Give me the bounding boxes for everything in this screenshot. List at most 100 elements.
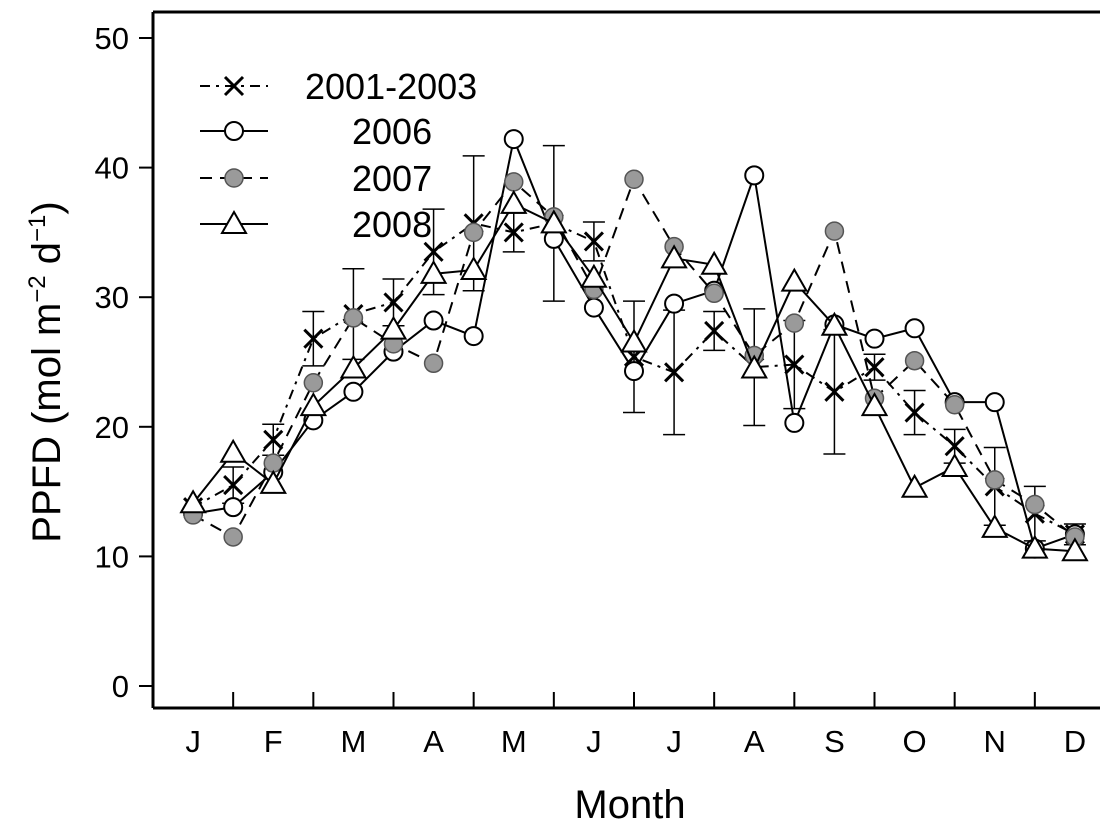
data-point xyxy=(985,470,1005,490)
data-point xyxy=(423,241,444,262)
x-marker-stroke xyxy=(864,357,885,378)
data-point xyxy=(423,310,444,331)
x-marker-stroke xyxy=(583,231,604,252)
data-point xyxy=(343,308,364,328)
data-point xyxy=(944,436,965,457)
data-point xyxy=(1021,534,1049,559)
data-point xyxy=(784,313,805,333)
data-point xyxy=(944,395,965,415)
data-point xyxy=(1061,537,1089,562)
data-point xyxy=(780,267,809,292)
legend-label: 2008 xyxy=(352,204,432,245)
data-point xyxy=(864,357,885,378)
x-tick-label: A xyxy=(423,724,444,759)
data-point xyxy=(904,350,925,371)
legend-label: 2006 xyxy=(352,111,432,152)
data-point xyxy=(463,326,484,347)
data-point xyxy=(504,172,524,192)
legend-entry: 2001-2003 xyxy=(200,66,477,107)
y-axis-title-end: ) xyxy=(25,201,69,214)
x-marker-stroke xyxy=(423,241,444,262)
data-point xyxy=(700,250,728,275)
data-point xyxy=(500,189,528,214)
data-point xyxy=(624,361,644,382)
data-point xyxy=(900,473,929,498)
y-tick-label: 10 xyxy=(95,539,129,574)
y-tick-label: 40 xyxy=(95,151,129,186)
data-point xyxy=(583,231,604,252)
data-point xyxy=(303,328,324,349)
data-point xyxy=(423,353,444,374)
y-axis-title-sup2: −1 xyxy=(24,215,51,242)
data-point xyxy=(704,283,724,304)
data-point xyxy=(860,392,889,417)
legend-entry: 2007 xyxy=(200,158,432,199)
data-point xyxy=(339,354,368,379)
data-point xyxy=(981,513,1009,538)
y-axis-title-base: PPFD (mol m xyxy=(25,303,69,543)
legend-entry: 2006 xyxy=(200,111,432,152)
data-point xyxy=(904,318,925,339)
legend-marker xyxy=(220,209,248,234)
x-tick-label: J xyxy=(586,724,602,759)
x-marker-stroke xyxy=(383,292,404,313)
x-marker-stroke xyxy=(824,381,845,402)
data-point xyxy=(784,412,805,433)
x-marker-stroke xyxy=(503,222,524,243)
x-marker-stroke xyxy=(303,328,324,349)
x-marker-stroke xyxy=(944,436,965,457)
data-point xyxy=(824,381,845,402)
data-point xyxy=(820,311,849,336)
x-tick-label: S xyxy=(824,724,845,759)
data-point xyxy=(263,453,283,473)
x-tick-label: M xyxy=(341,724,367,759)
data-point xyxy=(223,527,243,547)
data-point xyxy=(940,452,969,477)
y-axis-title: PPFD (mol m−2 d−1) xyxy=(24,201,69,542)
y-tick-label: 0 xyxy=(112,669,129,704)
data-point xyxy=(223,475,244,496)
x-tick-label: M xyxy=(501,724,527,759)
data-point xyxy=(299,392,328,417)
legend-entry: 2008 xyxy=(200,204,432,245)
data-point xyxy=(1025,494,1045,515)
x-tick-label: J xyxy=(666,724,682,759)
data-point xyxy=(259,469,287,494)
data-point xyxy=(864,328,885,349)
data-point xyxy=(379,315,408,340)
data-point xyxy=(624,169,644,190)
data-point xyxy=(303,372,324,393)
data-point xyxy=(419,259,448,284)
data-point xyxy=(263,429,284,450)
x-tick-label: O xyxy=(903,724,927,759)
y-axis-title-mid: d xyxy=(25,242,69,275)
data-point xyxy=(179,489,207,514)
series-layer xyxy=(179,129,1089,562)
data-point xyxy=(744,165,765,186)
data-point xyxy=(984,392,1005,413)
x-marker-stroke xyxy=(784,354,805,375)
y-tick-label: 20 xyxy=(95,410,129,445)
data-point xyxy=(784,354,805,375)
axes: 0 10 20 30 40 50 J F M A M J J A S O N D xyxy=(95,10,1100,759)
data-point xyxy=(664,293,685,314)
legend-marker xyxy=(223,75,245,97)
data-point xyxy=(383,292,404,313)
legend-marker xyxy=(224,121,244,141)
data-point xyxy=(580,263,608,288)
data-point xyxy=(343,381,364,402)
data-point xyxy=(904,402,925,423)
data-point xyxy=(503,222,524,243)
data-point xyxy=(463,222,484,243)
legend-label: 2001-2003 xyxy=(305,66,477,107)
x-marker-stroke xyxy=(904,402,925,423)
x-marker-stroke xyxy=(223,75,245,97)
y-tick-label: 30 xyxy=(95,280,129,315)
data-point xyxy=(704,320,725,341)
x-tick-label: D xyxy=(1064,724,1086,759)
x-marker-stroke xyxy=(664,362,685,383)
data-point xyxy=(540,209,568,234)
x-tick-label: A xyxy=(744,724,765,759)
